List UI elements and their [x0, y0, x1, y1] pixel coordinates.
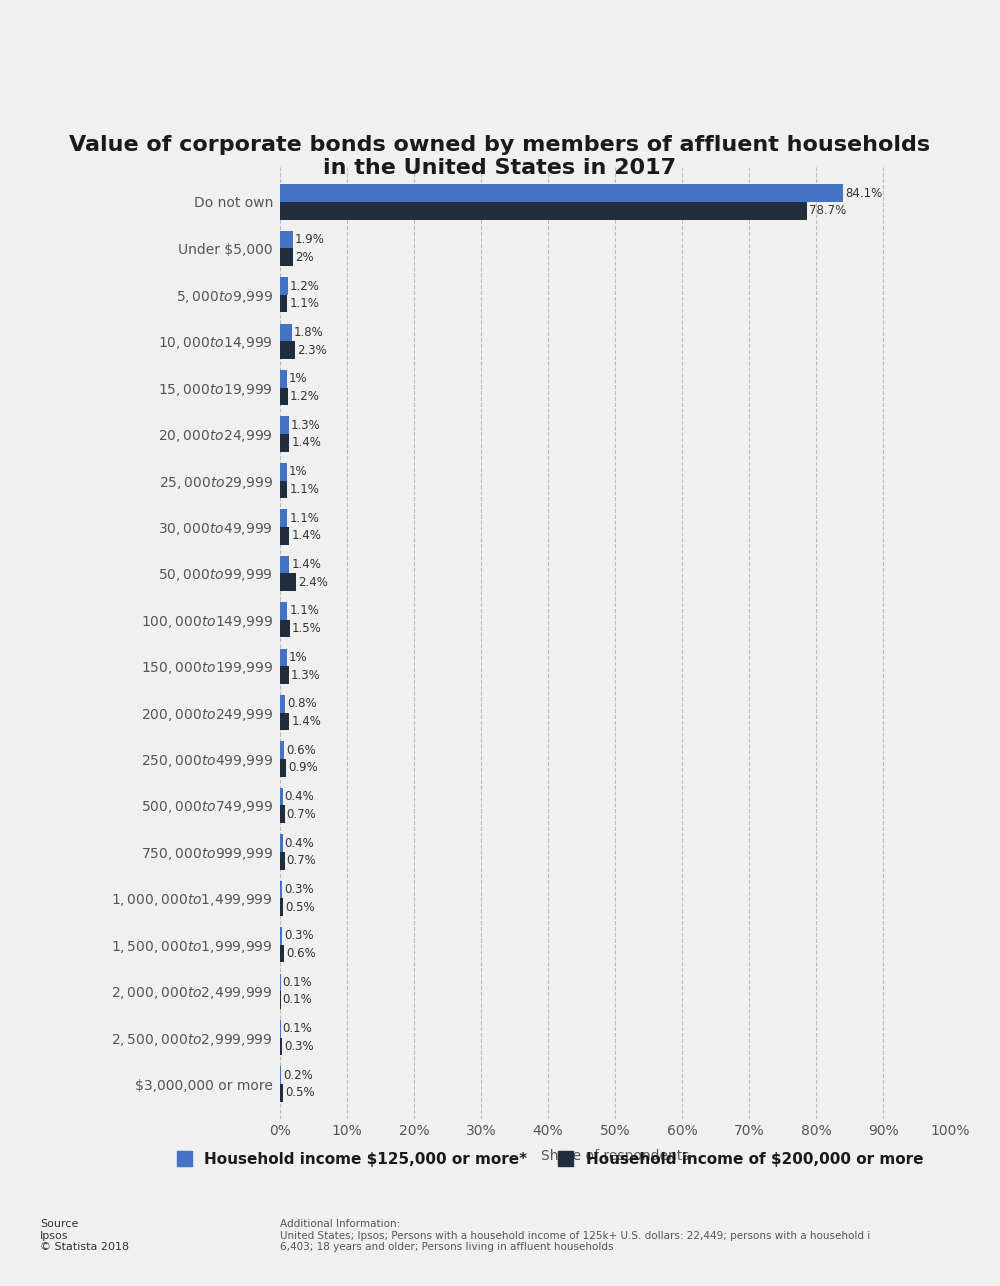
Bar — [280, 435, 289, 451]
Bar — [280, 230, 293, 248]
Text: 1%: 1% — [289, 651, 307, 664]
Text: 1.1%: 1.1% — [289, 604, 319, 617]
Text: 0.4%: 0.4% — [285, 790, 314, 804]
Text: 1%: 1% — [289, 373, 307, 386]
Text: 0.5%: 0.5% — [285, 900, 315, 913]
Text: 0.7%: 0.7% — [287, 854, 316, 867]
Text: 0.1%: 0.1% — [283, 976, 312, 989]
Text: 1.4%: 1.4% — [291, 715, 321, 728]
Legend: Household income $125,000 or more*, Household income of $200,000 or more: Household income $125,000 or more*, Hous… — [171, 1145, 929, 1173]
Bar — [280, 556, 289, 574]
Bar — [280, 602, 287, 620]
Bar — [280, 202, 807, 220]
Bar — [280, 742, 284, 759]
Text: 0.6%: 0.6% — [286, 946, 316, 961]
Text: 1.4%: 1.4% — [291, 558, 321, 571]
Text: 1.1%: 1.1% — [289, 512, 319, 525]
Text: 1%: 1% — [289, 466, 307, 478]
Text: 1.2%: 1.2% — [290, 390, 320, 403]
Bar — [280, 278, 288, 294]
Text: 1.2%: 1.2% — [290, 279, 320, 292]
Text: Additional Information:
United States; Ipsos; Persons with a household income of: Additional Information: United States; I… — [280, 1219, 870, 1253]
Bar — [280, 324, 292, 341]
Bar — [280, 1038, 282, 1056]
Text: 1.8%: 1.8% — [294, 325, 324, 340]
Bar — [280, 881, 282, 899]
Text: 0.6%: 0.6% — [286, 743, 316, 756]
Text: 1.4%: 1.4% — [291, 436, 321, 449]
Text: 1.5%: 1.5% — [292, 622, 322, 635]
Bar — [280, 370, 287, 387]
Text: 1.3%: 1.3% — [291, 419, 320, 432]
Bar — [280, 851, 285, 869]
Text: 84.1%: 84.1% — [845, 186, 883, 199]
Text: Value of corporate bonds owned by members of affluent households
in the United S: Value of corporate bonds owned by member… — [69, 135, 931, 179]
Bar — [280, 759, 286, 777]
Text: 1.4%: 1.4% — [291, 530, 321, 543]
Text: 78.7%: 78.7% — [809, 204, 847, 217]
Bar — [280, 927, 282, 945]
Bar — [280, 527, 289, 544]
Text: 0.5%: 0.5% — [285, 1087, 315, 1100]
Bar — [280, 184, 843, 202]
Bar — [280, 712, 289, 730]
Bar — [280, 294, 287, 312]
Text: 0.4%: 0.4% — [285, 837, 314, 850]
Text: 1.9%: 1.9% — [295, 233, 325, 246]
Bar — [280, 648, 287, 666]
Bar — [280, 248, 293, 266]
Text: 0.3%: 0.3% — [284, 930, 314, 943]
Text: 1.1%: 1.1% — [289, 297, 319, 310]
Text: 2.3%: 2.3% — [297, 343, 327, 356]
Bar — [280, 694, 285, 712]
Text: 2.4%: 2.4% — [298, 576, 328, 589]
Bar — [280, 899, 283, 916]
Text: 0.2%: 0.2% — [283, 1069, 313, 1082]
Bar — [280, 805, 285, 823]
Text: 0.3%: 0.3% — [284, 1040, 314, 1053]
Bar — [280, 666, 289, 684]
X-axis label: Share of respondents: Share of respondents — [541, 1148, 689, 1163]
Text: 0.1%: 0.1% — [283, 1022, 312, 1035]
Bar — [280, 835, 283, 851]
Bar — [280, 788, 283, 805]
Text: 1.1%: 1.1% — [289, 482, 319, 496]
Bar — [280, 481, 287, 498]
Bar — [280, 387, 288, 405]
Bar — [280, 620, 290, 638]
Text: 1.3%: 1.3% — [291, 669, 320, 682]
Bar — [280, 509, 287, 527]
Bar — [280, 417, 289, 435]
Bar — [280, 945, 284, 962]
Text: 0.8%: 0.8% — [287, 697, 317, 710]
Text: 0.3%: 0.3% — [284, 883, 314, 896]
Bar — [280, 463, 287, 481]
Text: 2%: 2% — [295, 251, 314, 264]
Bar — [280, 1066, 281, 1084]
Text: 0.1%: 0.1% — [283, 994, 312, 1007]
Bar — [280, 341, 295, 359]
Text: Source
Ipsos
© Statista 2018: Source Ipsos © Statista 2018 — [40, 1219, 129, 1253]
Text: 0.7%: 0.7% — [287, 808, 316, 820]
Bar — [280, 574, 296, 592]
Bar — [280, 1084, 283, 1102]
Text: 0.9%: 0.9% — [288, 761, 318, 774]
